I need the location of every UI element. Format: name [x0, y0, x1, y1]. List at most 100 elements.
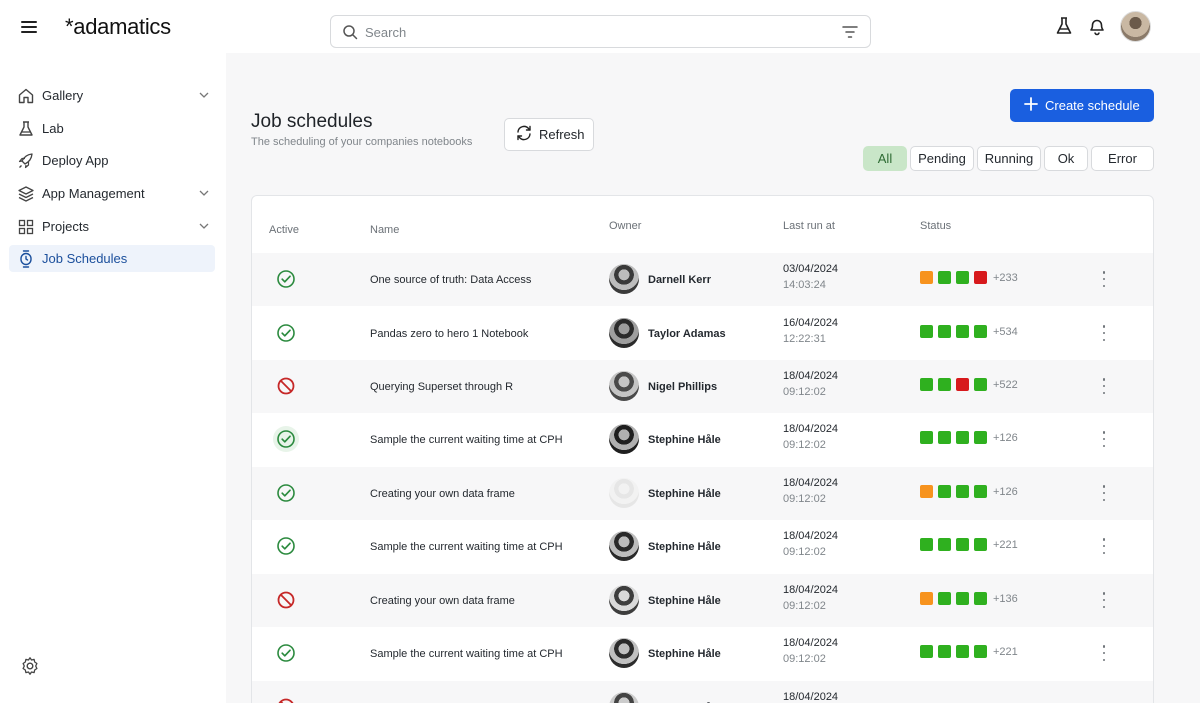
status-square-green[interactable]	[938, 645, 951, 658]
sidebar-item-projects[interactable]: Projects	[9, 213, 215, 240]
blocked-icon[interactable]	[276, 697, 296, 703]
more-options-icon[interactable]	[1097, 431, 1111, 447]
more-options-icon[interactable]	[1097, 592, 1111, 608]
status-square-green[interactable]	[956, 485, 969, 498]
status-square-green[interactable]	[956, 592, 969, 605]
job-name[interactable]: One source of truth: Data Access	[370, 274, 532, 286]
status-square-red[interactable]	[974, 271, 987, 284]
column-header-last-run[interactable]: Last run at	[783, 220, 835, 232]
job-name[interactable]: Creating your own data frame	[370, 488, 515, 500]
status-square-orange[interactable]	[920, 485, 933, 498]
column-header-status[interactable]: Status	[920, 220, 952, 232]
sidebar-item-lab[interactable]: Lab	[9, 115, 215, 142]
status-more-count[interactable]: +522	[993, 378, 1018, 391]
chevron-down-icon[interactable]	[197, 88, 211, 107]
more-options-icon[interactable]	[1097, 325, 1111, 341]
table-row[interactable]: Sample the current waiting time at CPH St…	[252, 520, 1153, 573]
refresh-button[interactable]: Refresh	[504, 118, 594, 151]
status-square-red[interactable]	[956, 378, 969, 391]
status-more-count[interactable]: +126	[993, 485, 1018, 498]
search-input[interactable]	[365, 21, 825, 43]
flask-icon[interactable]	[1055, 16, 1073, 41]
check-circle-icon[interactable]	[276, 483, 296, 503]
column-header-owner[interactable]: Owner	[609, 220, 642, 232]
more-options-icon[interactable]	[1097, 271, 1111, 287]
status-square-green[interactable]	[938, 592, 951, 605]
status-square-green[interactable]	[974, 378, 987, 391]
more-options-icon[interactable]	[1097, 645, 1111, 661]
create-schedule-button[interactable]: Create schedule	[1010, 89, 1154, 122]
sidebar-item-gallery[interactable]: Gallery	[9, 82, 215, 109]
column-header-name[interactable]: Name	[370, 224, 400, 236]
table-row[interactable]: Creating your own data frame Stephine Hål…	[252, 574, 1153, 627]
status-square-green[interactable]	[974, 485, 987, 498]
table-row[interactable]: Sample the current waiting time at CPH St…	[252, 627, 1153, 680]
status-square-green[interactable]	[920, 538, 933, 551]
status-square-green[interactable]	[956, 325, 969, 338]
job-name[interactable]: Sample the current waiting time at CPH	[370, 541, 563, 553]
status-square-green[interactable]	[920, 325, 933, 338]
job-name[interactable]: Querying Superset through R	[370, 381, 514, 393]
check-circle-icon[interactable]	[276, 536, 296, 556]
status-square-green[interactable]	[920, 431, 933, 444]
hamburger-menu-icon[interactable]	[20, 17, 42, 37]
status-square-green[interactable]	[956, 431, 969, 444]
table-row[interactable]: One source of truth: Data Access Darnell …	[252, 253, 1153, 306]
table-row[interactable]: Querying Superset through R Nigel Phillip…	[252, 360, 1153, 413]
more-options-icon[interactable]	[1097, 485, 1111, 501]
status-more-count[interactable]: +136	[993, 592, 1018, 605]
status-square-green[interactable]	[938, 271, 951, 284]
check-circle-icon[interactable]	[276, 269, 296, 289]
filter-running[interactable]: Running	[977, 146, 1041, 171]
status-square-green[interactable]	[956, 538, 969, 551]
status-square-green[interactable]	[974, 325, 987, 338]
status-square-green[interactable]	[938, 538, 951, 551]
blocked-icon[interactable]	[276, 590, 296, 610]
status-more-count[interactable]: +126	[993, 431, 1018, 444]
job-name[interactable]: Creating your own data frame	[370, 595, 515, 607]
status-square-green[interactable]	[956, 271, 969, 284]
status-square-green[interactable]	[920, 378, 933, 391]
status-square-orange[interactable]	[920, 592, 933, 605]
sidebar-item-app-management[interactable]: App Management	[9, 180, 215, 207]
blocked-icon[interactable]	[276, 376, 296, 396]
filter-ok[interactable]: Ok	[1044, 146, 1088, 171]
status-square-green[interactable]	[938, 325, 951, 338]
sidebar-item-deploy-app[interactable]: Deploy App	[9, 147, 215, 174]
filter-icon[interactable]	[842, 24, 858, 45]
status-square-green[interactable]	[938, 378, 951, 391]
check-circle-icon[interactable]	[276, 643, 296, 663]
status-square-green[interactable]	[920, 645, 933, 658]
more-options-icon[interactable]	[1097, 378, 1111, 394]
filter-error[interactable]: Error	[1091, 146, 1154, 171]
column-header-active[interactable]: Active	[269, 224, 299, 236]
chevron-down-icon[interactable]	[197, 186, 211, 205]
filter-all[interactable]: All	[863, 146, 907, 171]
check-circle-icon[interactable]	[273, 426, 299, 452]
gear-icon[interactable]	[20, 656, 40, 681]
status-more-count[interactable]: +233	[993, 271, 1018, 284]
filter-pending[interactable]: Pending	[910, 146, 974, 171]
job-name[interactable]: Pandas zero to hero 1 Notebook	[370, 328, 529, 340]
user-avatar[interactable]	[1120, 11, 1151, 42]
job-name[interactable]: Sample the current waiting time at CPH	[370, 648, 563, 660]
more-options-icon[interactable]	[1097, 538, 1111, 554]
status-square-green[interactable]	[938, 485, 951, 498]
chevron-down-icon[interactable]	[197, 219, 211, 238]
table-row[interactable]: Pandas zero to hero 1 Notebook Taylor Ada…	[252, 307, 1153, 360]
status-square-green[interactable]	[974, 538, 987, 551]
check-circle-icon[interactable]	[276, 323, 296, 343]
status-square-green[interactable]	[974, 431, 987, 444]
status-square-green[interactable]	[974, 645, 987, 658]
status-more-count[interactable]: +534	[993, 325, 1018, 338]
status-square-green[interactable]	[974, 592, 987, 605]
status-square-orange[interactable]	[920, 271, 933, 284]
sidebar-item-job-schedules[interactable]: Job Schedules	[9, 245, 215, 272]
table-row[interactable]: Creating your own data frame Stephine Hål…	[252, 467, 1153, 520]
status-more-count[interactable]: +221	[993, 538, 1018, 551]
status-more-count[interactable]: +221	[993, 645, 1018, 658]
app-logo[interactable]: *adamatics	[65, 14, 171, 39]
status-square-green[interactable]	[956, 645, 969, 658]
table-row[interactable]: Sample the current waiting time at CPH St…	[252, 413, 1153, 466]
